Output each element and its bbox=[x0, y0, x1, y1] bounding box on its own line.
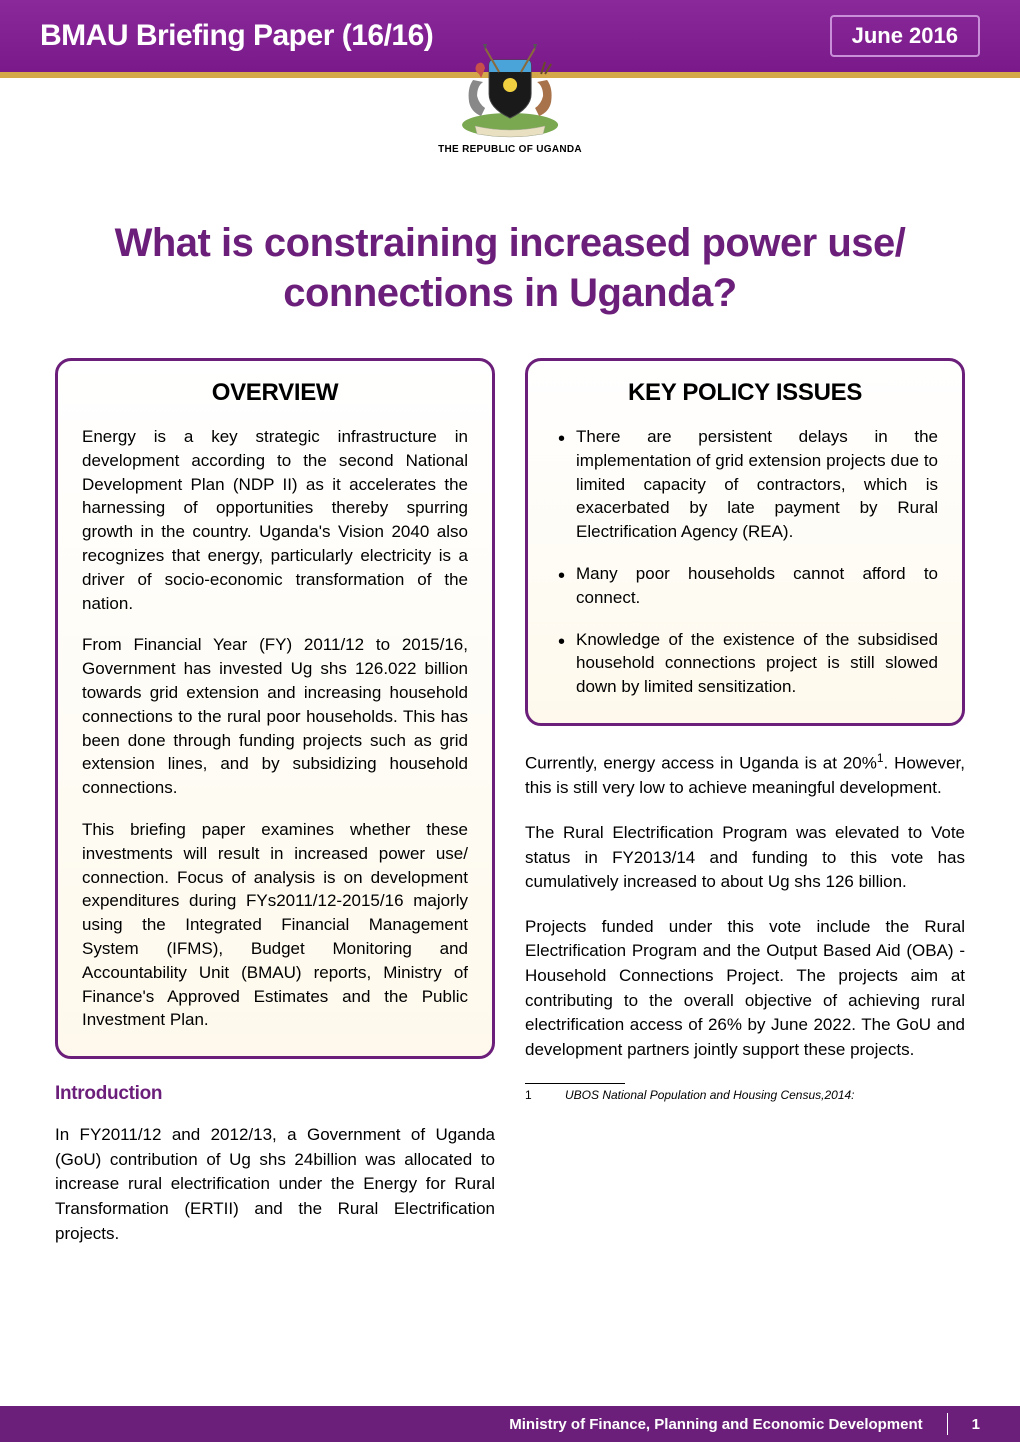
key-issue-item: There are persistent delays in the imple… bbox=[552, 425, 938, 544]
footnote-text: UBOS National Population and Housing Cen… bbox=[565, 1088, 855, 1102]
footnote-num: 1 bbox=[525, 1088, 565, 1102]
footnote: 1UBOS National Population and Housing Ce… bbox=[525, 1088, 965, 1102]
introduction-heading: Introduction bbox=[55, 1083, 495, 1105]
footer-page-num: 1 bbox=[972, 1416, 980, 1433]
page: BMAU Briefing Paper (16/16) June 2016 bbox=[0, 0, 1020, 1442]
right-body-p3: Projects funded under this vote include … bbox=[525, 915, 965, 1063]
key-issues-heading: KEY POLICY ISSUES bbox=[552, 379, 938, 407]
right-body-p2: The Rural Electrification Program was el… bbox=[525, 821, 965, 895]
left-column: OVERVIEW Energy is a key strategic infra… bbox=[55, 358, 495, 1266]
right-body-p1: Currently, energy access in Uganda is at… bbox=[525, 750, 965, 801]
introduction-p1: In FY2011/12 and 2012/13, a Government o… bbox=[55, 1123, 495, 1246]
footnote-rule bbox=[525, 1083, 625, 1084]
key-issues-box: KEY POLICY ISSUES There are persistent d… bbox=[525, 358, 965, 726]
footer-bar: Ministry of Finance, Planning and Econom… bbox=[0, 1406, 1020, 1442]
overview-heading: OVERVIEW bbox=[82, 379, 468, 407]
main-title-line1: What is constraining increased power use… bbox=[115, 221, 906, 265]
content-columns: OVERVIEW Energy is a key strategic infra… bbox=[0, 318, 1020, 1266]
overview-p1: Energy is a key strategic infrastructure… bbox=[82, 425, 468, 615]
overview-p2: From Financial Year (FY) 2011/12 to 2015… bbox=[82, 633, 468, 800]
main-title-line2: connections in Uganda? bbox=[283, 271, 736, 315]
key-issue-item: Knowledge of the existence of the subsid… bbox=[552, 628, 938, 699]
overview-p3: This briefing paper examines whether the… bbox=[82, 818, 468, 1032]
footnote-ref: 1 bbox=[877, 751, 884, 765]
footer-separator bbox=[947, 1413, 948, 1435]
footer-org: Ministry of Finance, Planning and Econom… bbox=[509, 1416, 922, 1433]
right-column: KEY POLICY ISSUES There are persistent d… bbox=[525, 358, 965, 1266]
emblem-label: THE REPUBLIC OF UGANDA bbox=[438, 144, 582, 155]
header-title: BMAU Briefing Paper (16/16) bbox=[40, 19, 433, 53]
main-title: What is constraining increased power use… bbox=[0, 218, 1020, 318]
uganda-coat-of-arms-icon bbox=[455, 30, 565, 140]
overview-box: OVERVIEW Energy is a key strategic infra… bbox=[55, 358, 495, 1059]
key-issues-list: There are persistent delays in the imple… bbox=[552, 425, 938, 699]
right-body-p1a: Currently, energy access in Uganda is at… bbox=[525, 754, 877, 773]
key-issue-item: Many poor households cannot afford to co… bbox=[552, 562, 938, 610]
header-date: June 2016 bbox=[830, 15, 980, 57]
emblem-wrap: THE REPUBLIC OF UGANDA bbox=[438, 30, 582, 155]
